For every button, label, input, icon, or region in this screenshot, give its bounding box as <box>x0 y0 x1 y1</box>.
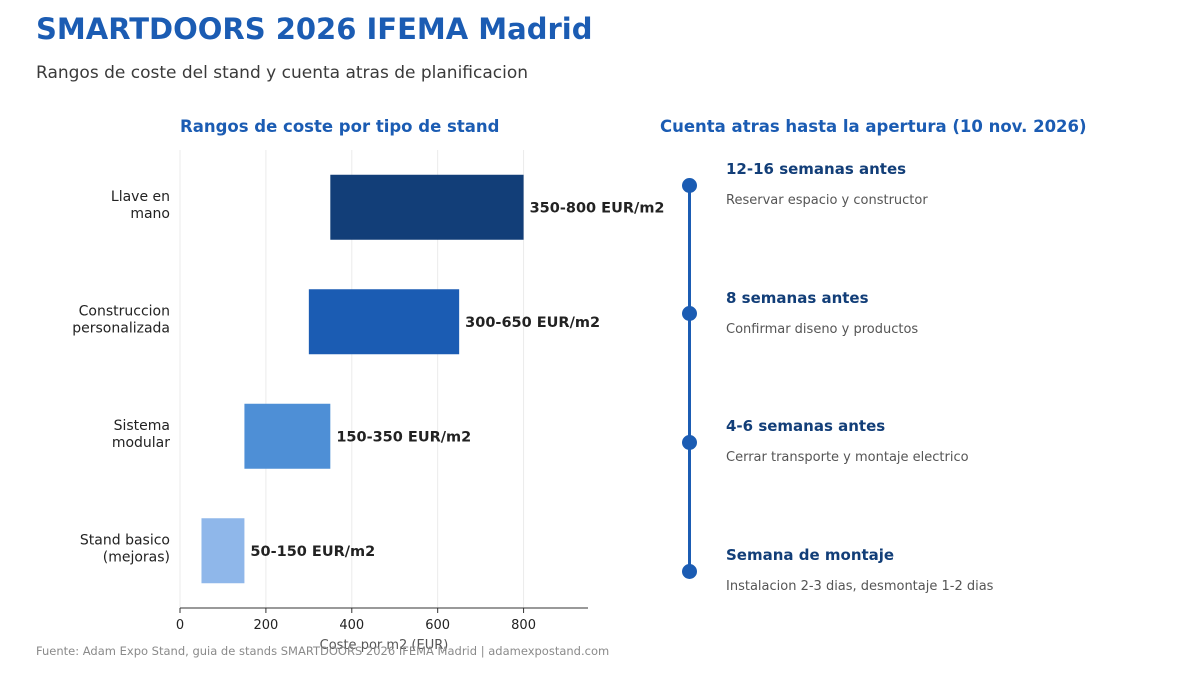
page-subtitle: Rangos de coste del stand y cuenta atras… <box>36 63 529 83</box>
range-bar <box>201 518 245 584</box>
y-tick-label: Stand basico <box>80 532 170 548</box>
timeline-title: Cuenta atras hasta la apertura (10 nov. … <box>660 117 1087 136</box>
x-tick-label: 600 <box>425 618 450 633</box>
bar-value-label: 350-800 EUR/m2 <box>530 200 665 216</box>
x-tick-label: 800 <box>511 618 536 633</box>
x-axis-label: Coste por m2 (EUR) <box>320 638 449 653</box>
y-tick-label: Sistema <box>114 418 170 434</box>
bar-value-label: 300-650 EUR/m2 <box>465 315 600 331</box>
chart-title: Rangos de coste por tipo de stand <box>180 117 500 136</box>
y-tick-label: Llave en <box>111 189 170 205</box>
y-tick-label: personalizada <box>72 320 170 336</box>
bar-value-label: 150-350 EUR/m2 <box>336 429 471 445</box>
page-title: SMARTDOORS 2026 IFEMA Madrid <box>36 12 593 46</box>
x-tick-label: 400 <box>339 618 364 633</box>
y-tick-label: (mejoras) <box>103 549 170 565</box>
range-bar <box>308 289 460 355</box>
source-footer: Fuente: Adam Expo Stand, guia de stands … <box>36 644 610 658</box>
x-tick-label: 200 <box>253 618 278 633</box>
y-tick-label: modular <box>112 435 170 451</box>
bar-value-label: 50-150 EUR/m2 <box>250 544 375 560</box>
x-tick-label: 0 <box>176 618 184 633</box>
y-tick-label: Construccion <box>79 303 170 319</box>
y-tick-label: mano <box>130 206 170 222</box>
range-bar <box>330 174 524 240</box>
range-bar <box>244 403 331 469</box>
